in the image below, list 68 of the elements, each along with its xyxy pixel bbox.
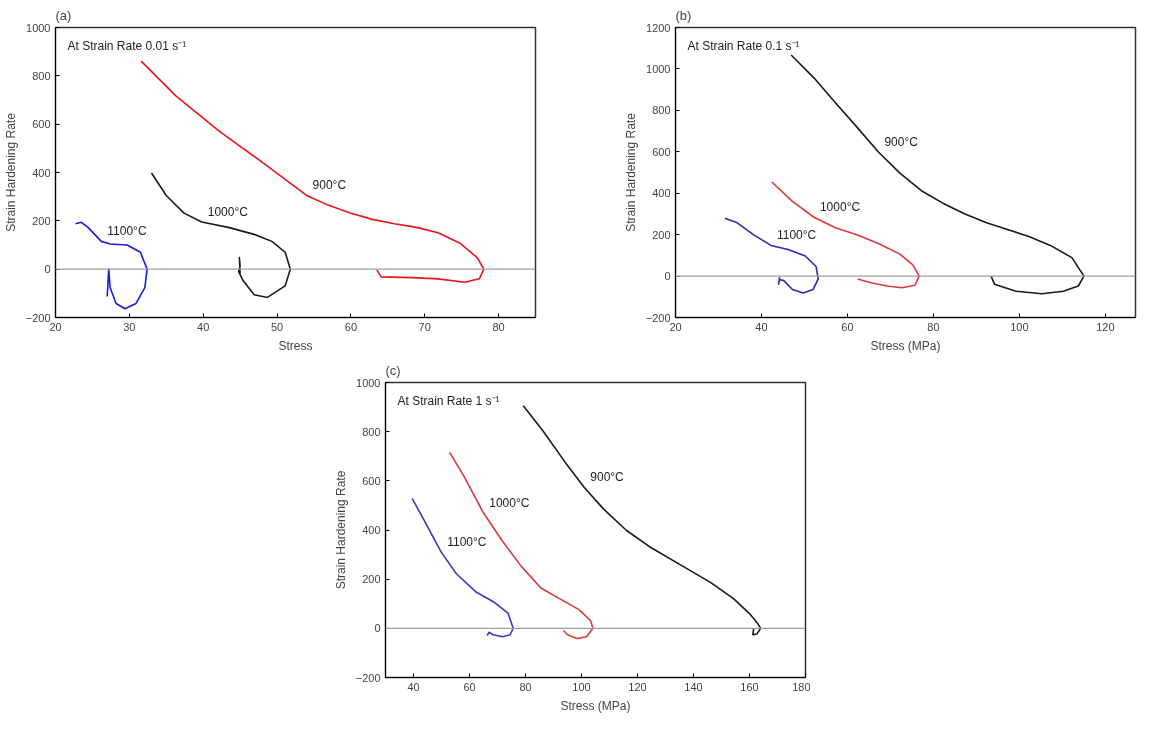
series-label: 1000°C: [207, 205, 249, 220]
y-axis-title: Strain Hardening Rate: [3, 112, 18, 232]
annotation: At Strain Rate 0.1 s⁻¹: [687, 38, 800, 53]
x-tick-label: 30: [123, 320, 136, 333]
y-tick-label: 0: [664, 270, 671, 283]
x-tick-label: 70: [418, 320, 431, 333]
line-series: [771, 181, 921, 289]
line-series: [724, 217, 820, 294]
x-tick-label: 20: [49, 320, 62, 333]
x-tick-label: 140: [684, 680, 703, 693]
x-tick-label: 120: [628, 680, 647, 693]
x-tick-label: 80: [492, 320, 505, 333]
y-tick-label: −200: [645, 311, 671, 324]
x-tick-label: 80: [519, 680, 532, 693]
x-tick-label: 80: [927, 320, 940, 333]
x-tick-label: 40: [197, 320, 210, 333]
series-label: 900°C: [590, 470, 625, 485]
x-tick-label: 100: [572, 680, 591, 693]
x-tick-label: 160: [740, 680, 759, 693]
annotation: At Strain Rate 0.01 s⁻¹: [67, 38, 187, 53]
y-tick-label: 400: [652, 187, 671, 200]
y-tick-label: 400: [32, 166, 51, 179]
series-label: 1100°C: [776, 228, 817, 243]
y-tick-label: 200: [652, 228, 671, 241]
y-tick-label: 800: [362, 425, 381, 438]
y-tick-label: 200: [362, 573, 381, 586]
y-tick-label: 600: [362, 474, 381, 487]
series-label: 1100°C: [447, 535, 487, 550]
line-series: [74, 221, 148, 310]
x-tick-label: 40: [755, 320, 768, 333]
y-axis-title: Strain Hardening Rate: [623, 112, 638, 232]
y-tick-label: 1000: [356, 376, 381, 389]
y-tick-label: 600: [32, 118, 51, 131]
line-series: [150, 172, 292, 299]
x-tick-label: 20: [669, 320, 682, 333]
chart-title: (a): [55, 7, 72, 23]
chart-title: (b): [675, 7, 692, 23]
y-tick-label: 1200: [646, 21, 671, 34]
y-tick-label: 800: [652, 104, 671, 117]
x-tick-label: 120: [1096, 320, 1115, 333]
y-axis-title: Strain Hardening Rate: [333, 470, 348, 590]
x-axis-title: Stress: [278, 338, 313, 353]
x-tick-label: 40: [407, 680, 420, 693]
y-tick-label: 0: [44, 263, 51, 276]
series-label: 1000°C: [489, 495, 530, 510]
x-axis-title: Stress (MPa): [870, 338, 941, 353]
x-tick-label: 180: [792, 680, 811, 693]
series-label: 1100°C: [107, 224, 147, 239]
y-tick-label: −200: [25, 311, 51, 324]
x-tick-label: 60: [344, 320, 358, 333]
y-tick-label: −200: [355, 671, 381, 684]
y-tick-label: 600: [652, 145, 671, 158]
x-tick-label: 50: [270, 320, 284, 333]
x-tick-label: 100: [1010, 320, 1029, 333]
y-tick-label: 200: [32, 214, 51, 227]
x-axis-title: Stress (MPa): [560, 698, 631, 713]
y-tick-label: 1000: [646, 62, 671, 75]
series-label: 1000°C: [819, 200, 861, 215]
annotation: At Strain Rate 1 s⁻¹: [397, 393, 500, 408]
series-label: 900°C: [312, 178, 347, 193]
chart-title: (c): [385, 362, 401, 378]
x-tick-label: 60: [463, 680, 476, 693]
y-tick-label: 1000: [26, 21, 51, 34]
series-label: 900°C: [884, 134, 919, 149]
y-tick-label: 400: [362, 524, 381, 536]
x-tick-label: 60: [841, 320, 854, 333]
y-tick-label: 0: [374, 622, 381, 635]
y-tick-label: 800: [32, 69, 51, 82]
